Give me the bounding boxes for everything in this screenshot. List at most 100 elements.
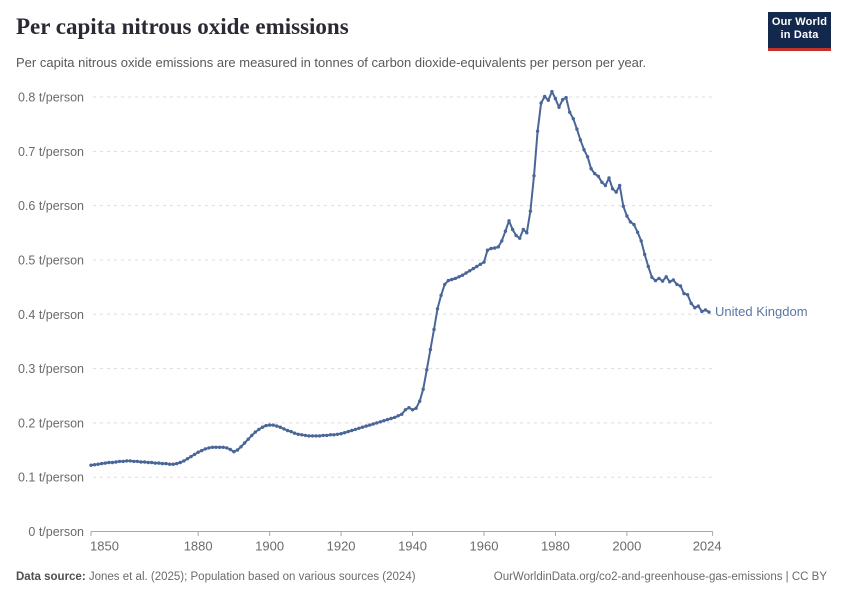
- data-point: [175, 461, 179, 466]
- data-point: [235, 448, 240, 452]
- data-point: [103, 461, 108, 465]
- data-point: [228, 447, 232, 452]
- chart-title: Per capita nitrous oxide emissions: [16, 14, 349, 39]
- data-point: [203, 447, 207, 451]
- data-point: [346, 429, 350, 434]
- data-point: [107, 460, 111, 465]
- y-tick-label: 0.3 t/person: [18, 362, 84, 376]
- x-tick-label: 2024: [693, 539, 722, 554]
- data-point: [275, 424, 279, 428]
- data-point: [682, 291, 686, 296]
- data-point: [300, 433, 304, 437]
- data-point: [364, 424, 368, 428]
- data-point: [142, 460, 147, 464]
- data-point: [460, 273, 465, 277]
- data-point: [182, 459, 186, 463]
- data-point: [557, 105, 561, 110]
- data-point: [657, 276, 661, 281]
- uk-series-line[interactable]: [90, 90, 710, 467]
- data-point: [264, 423, 268, 428]
- data-point: [510, 227, 515, 232]
- data-point: [328, 433, 333, 437]
- data-point: [610, 187, 615, 191]
- data-point: [253, 430, 257, 434]
- data-point: [550, 89, 554, 94]
- data-point: [443, 282, 447, 287]
- data-point: [393, 415, 397, 420]
- data-point: [100, 461, 104, 466]
- data-point: [432, 327, 436, 332]
- data-point: [582, 148, 586, 152]
- data-point: [525, 231, 529, 235]
- data-point: [614, 190, 618, 194]
- data-point: [357, 426, 361, 430]
- data-point: [596, 174, 600, 178]
- data-point: [664, 275, 668, 279]
- y-tick-label: 0.4 t/person: [18, 308, 84, 322]
- data-point: [217, 445, 222, 449]
- data-point: [164, 461, 168, 466]
- owid-logo[interactable]: Our World in Data: [768, 12, 831, 51]
- data-point: [700, 309, 704, 314]
- data-point: [521, 227, 525, 232]
- x-tick-label: 1880: [184, 539, 213, 554]
- data-point: [368, 423, 372, 427]
- data-point: [135, 459, 140, 464]
- data-point: [671, 278, 675, 282]
- data-point: [232, 450, 236, 454]
- data-point: [225, 446, 229, 450]
- data-point: [500, 239, 504, 243]
- data-point: [110, 460, 115, 465]
- data-point: [478, 262, 483, 266]
- data-point: [250, 433, 254, 438]
- y-tick-label: 0.6 t/person: [18, 199, 84, 213]
- data-point: [696, 304, 700, 308]
- data-point: [496, 245, 500, 249]
- footer-link[interactable]: OurWorldinData.org/co2-and-greenhouse-ga…: [493, 571, 827, 583]
- data-point: [325, 433, 329, 438]
- data-point: [267, 423, 272, 427]
- y-tick-label: 0.8 t/person: [18, 91, 84, 105]
- data-point: [378, 420, 383, 424]
- owid-logo-line1: Our World: [771, 16, 828, 28]
- data-point: [689, 301, 693, 306]
- data-point: [382, 419, 386, 423]
- data-point: [518, 236, 522, 240]
- y-tick-label: 0.5 t/person: [18, 253, 84, 267]
- data-point: [485, 248, 490, 252]
- data-point: [493, 246, 497, 250]
- data-point: [396, 414, 400, 418]
- data-point: [178, 460, 182, 465]
- data-point: [132, 459, 136, 464]
- data-point: [625, 214, 629, 218]
- y-tick-label: 0.2 t/person: [18, 416, 84, 430]
- data-point: [575, 127, 579, 131]
- data-point: [471, 266, 475, 271]
- data-point: [643, 252, 647, 257]
- data-point: [185, 457, 190, 461]
- data-point: [389, 416, 393, 421]
- data-point: [421, 387, 425, 391]
- data-point: [153, 461, 157, 465]
- data-point: [453, 276, 458, 281]
- data-point: [214, 445, 218, 449]
- data-point: [146, 460, 150, 465]
- chart-subtitle: Per capita nitrous oxide emissions are m…: [16, 55, 647, 70]
- data-point: [489, 246, 493, 251]
- data-point: [678, 284, 683, 288]
- data-point: [342, 431, 347, 435]
- data-point: [150, 460, 154, 465]
- data-point: [546, 98, 550, 103]
- data-point: [568, 110, 572, 114]
- data-point: [210, 445, 215, 449]
- data-point: [646, 264, 650, 269]
- series-entity-label[interactable]: United Kingdom: [715, 304, 808, 319]
- data-point: [360, 425, 365, 429]
- x-tick-label: 1900: [255, 539, 284, 554]
- data-point: [607, 176, 611, 180]
- data-point: [257, 427, 261, 432]
- data-point: [707, 310, 711, 314]
- data-point: [435, 307, 440, 311]
- data-point: [246, 437, 250, 441]
- data-point: [189, 454, 193, 459]
